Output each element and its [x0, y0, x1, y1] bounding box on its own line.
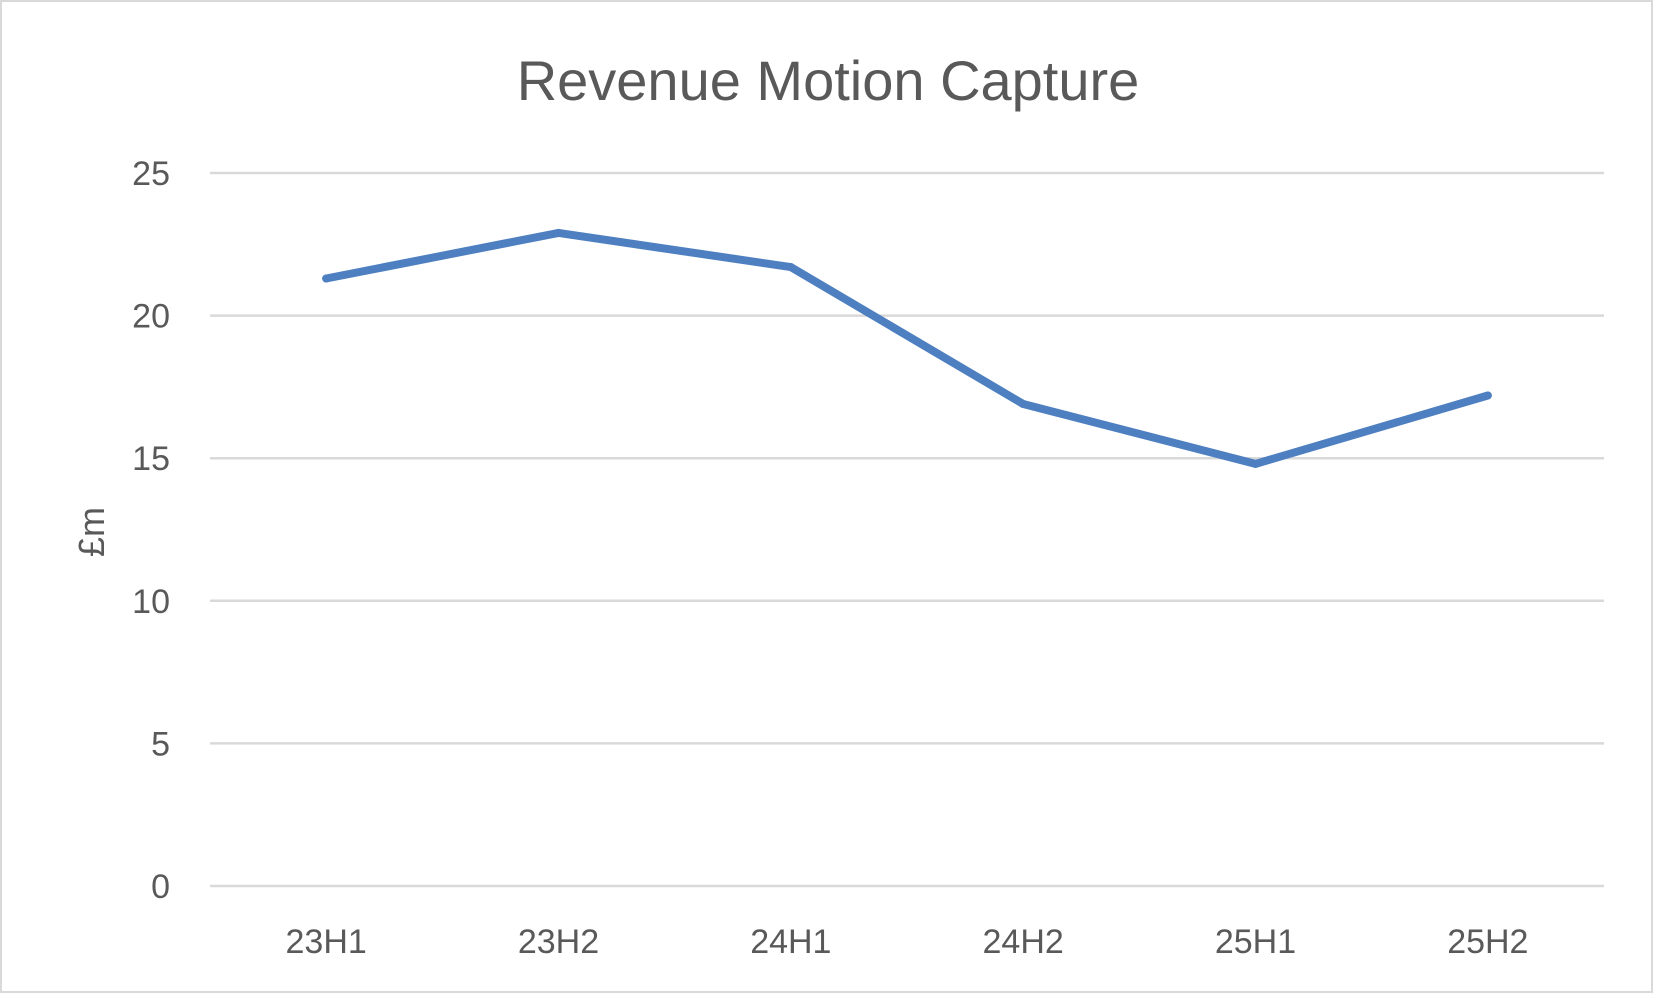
- y-axis-title: £m: [71, 507, 112, 557]
- x-tick-label: 23H1: [286, 923, 367, 961]
- series-lines: [322, 228, 1492, 468]
- data-point-23H1: [322, 274, 331, 283]
- gridlines: [210, 171, 1604, 888]
- y-tick-label: 15: [132, 440, 170, 478]
- y-tick-label: 0: [151, 868, 170, 906]
- x-tick-label: 25H1: [1215, 923, 1296, 961]
- data-point-25H2: [1483, 391, 1492, 400]
- data-point-24H1: [786, 263, 795, 272]
- data-point-25H1: [1251, 459, 1260, 468]
- x-tick-label: 25H2: [1447, 923, 1528, 961]
- data-point-23H2: [554, 228, 563, 237]
- series-line-0: [322, 228, 1492, 468]
- y-tick-label: 25: [132, 155, 170, 193]
- y-tick-label: 10: [132, 583, 170, 621]
- x-tick-label: 24H2: [983, 923, 1064, 961]
- data-point-24H2: [1019, 400, 1028, 409]
- y-tick-label: 20: [132, 298, 170, 336]
- x-axis-tick-labels: 23H1 23H2 24H1 24H2 25H1 25H2: [286, 923, 1529, 961]
- y-axis-tick-labels: 0 5 10 15 20 25: [132, 155, 170, 906]
- y-tick-label: 5: [151, 725, 170, 763]
- x-tick-label: 24H1: [750, 923, 831, 961]
- x-tick-label: 23H2: [518, 923, 599, 961]
- chart-title: Revenue Motion Capture: [517, 49, 1140, 112]
